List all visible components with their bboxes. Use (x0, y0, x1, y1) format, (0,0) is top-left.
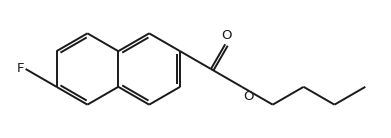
Text: O: O (221, 29, 232, 42)
Text: F: F (16, 63, 24, 75)
Text: O: O (243, 90, 254, 103)
